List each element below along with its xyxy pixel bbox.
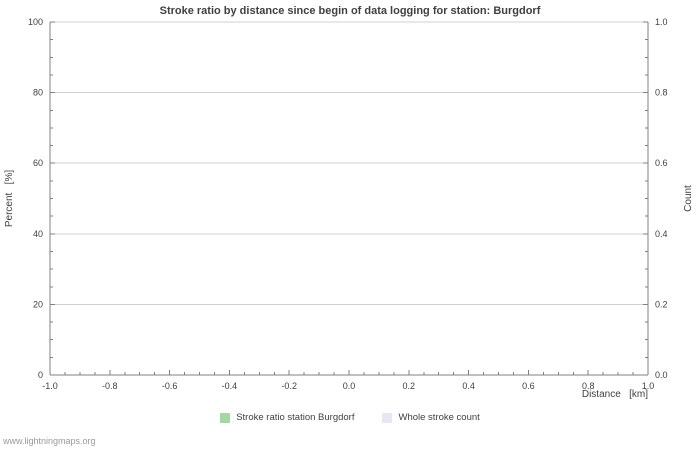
svg-text:0: 0 bbox=[38, 370, 43, 380]
svg-text:-0.4: -0.4 bbox=[222, 381, 238, 391]
svg-text:-0.6: -0.6 bbox=[162, 381, 178, 391]
svg-text:0.0: 0.0 bbox=[655, 370, 668, 380]
svg-text:80: 80 bbox=[33, 88, 43, 98]
legend-item-whole-stroke-count: Whole stroke count bbox=[382, 412, 480, 423]
svg-text:0.8: 0.8 bbox=[655, 88, 668, 98]
legend-swatch-stroke-ratio bbox=[220, 412, 231, 423]
legend-swatch-whole-stroke-count bbox=[382, 412, 393, 423]
svg-text:0.2: 0.2 bbox=[403, 381, 416, 391]
svg-text:0.6: 0.6 bbox=[655, 158, 668, 168]
y-axis-label-left: Percent [%] bbox=[4, 170, 15, 227]
svg-text:100: 100 bbox=[28, 17, 43, 27]
svg-text:60: 60 bbox=[33, 158, 43, 168]
svg-text:0.0: 0.0 bbox=[343, 381, 356, 391]
svg-text:0.6: 0.6 bbox=[522, 381, 535, 391]
legend: Stroke ratio station Burgdorf Whole stro… bbox=[0, 412, 700, 423]
svg-text:0.8: 0.8 bbox=[582, 381, 595, 391]
svg-text:40: 40 bbox=[33, 229, 43, 239]
svg-text:20: 20 bbox=[33, 299, 43, 309]
x-axis-label: Distance [km] bbox=[581, 389, 648, 400]
svg-text:0.4: 0.4 bbox=[655, 229, 668, 239]
svg-text:1.0: 1.0 bbox=[655, 17, 668, 27]
y-axis-label-right: Count bbox=[683, 185, 694, 212]
chart-title: Stroke ratio by distance since begin of … bbox=[159, 5, 541, 17]
legend-label-stroke-ratio: Stroke ratio station Burgdorf bbox=[236, 412, 355, 423]
legend-label-whole-stroke-count: Whole stroke count bbox=[398, 412, 480, 423]
svg-text:-0.2: -0.2 bbox=[281, 381, 297, 391]
svg-text:1.0: 1.0 bbox=[642, 381, 655, 391]
svg-text:-0.8: -0.8 bbox=[102, 381, 118, 391]
svg-text:0.4: 0.4 bbox=[462, 381, 475, 391]
legend-item-stroke-ratio: Stroke ratio station Burgdorf bbox=[220, 412, 354, 423]
svg-text:0.2: 0.2 bbox=[655, 299, 668, 309]
watermark-link[interactable]: www.lightningmaps.org bbox=[3, 436, 96, 446]
svg-text:-1.0: -1.0 bbox=[42, 381, 58, 391]
